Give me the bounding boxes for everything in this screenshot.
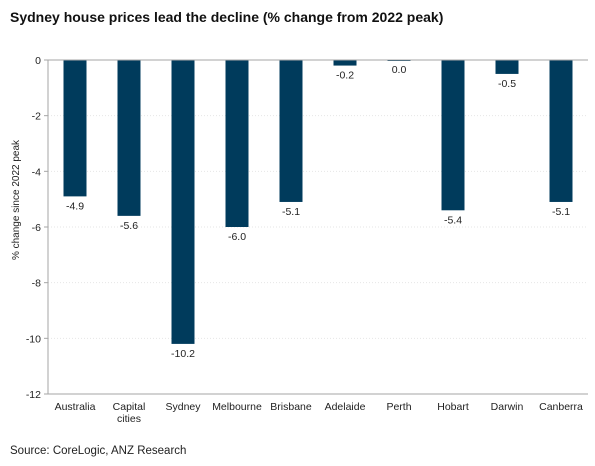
data-labels: -4.9 -5.6 -10.2 -6.0 -5.1 -0.2 0.0 -5.4 -0.5 -5.1: [66, 64, 570, 360]
data-label: -5.1: [552, 206, 570, 218]
x-tick-label: Perth: [386, 401, 411, 413]
data-label: -6.0: [228, 231, 246, 243]
y-tick-label: 0: [35, 55, 41, 67]
x-tick-label: Melbourne: [212, 401, 262, 413]
data-label: -0.2: [336, 70, 354, 82]
chart-title: Sydney house prices lead the decline (% …: [10, 9, 444, 25]
y-axis-label: % change since 2022 peak: [11, 139, 22, 260]
x-tick-label: Adelaide: [325, 401, 366, 413]
data-label: -5.1: [282, 206, 300, 218]
gridlines: [48, 115, 588, 339]
y-tick-label: -6: [32, 222, 41, 234]
bar-adelaide: [333, 60, 357, 66]
bar-sydney: [171, 60, 195, 344]
bars: [63, 60, 573, 344]
x-tick-label: cities: [117, 413, 141, 425]
data-label: -0.5: [498, 78, 516, 90]
y-tick-label: -10: [26, 333, 41, 345]
x-tick-label: Brisbane: [270, 401, 312, 413]
bar-melbourne: [225, 60, 249, 227]
data-label: -10.2: [171, 348, 195, 360]
bar-hobart: [441, 60, 465, 211]
data-label: -4.9: [66, 200, 84, 212]
x-tick-label: Sydney: [165, 401, 201, 413]
source-note: Source: CoreLogic, ANZ Research: [10, 445, 187, 457]
bar-darwin: [495, 60, 519, 74]
y-tick-label: -8: [32, 278, 41, 290]
bar-canberra: [549, 60, 573, 202]
y-tick-label: -4: [32, 166, 41, 178]
x-tick-label: Darwin: [491, 401, 524, 413]
x-tick-label: Australia: [55, 401, 96, 413]
y-tick-label: -2: [32, 111, 41, 123]
data-label: 0.0: [392, 64, 407, 76]
bar-australia: [63, 60, 87, 197]
x-tick-label: Hobart: [437, 401, 469, 413]
bar-capital-cities: [117, 60, 141, 216]
data-label: -5.6: [120, 220, 138, 232]
x-tick-label: Capital: [113, 401, 146, 413]
y-tick-label: -12: [26, 389, 41, 401]
bar-brisbane: [279, 60, 303, 202]
x-tick-label: Canberra: [539, 401, 583, 413]
data-label: -5.4: [444, 214, 462, 226]
